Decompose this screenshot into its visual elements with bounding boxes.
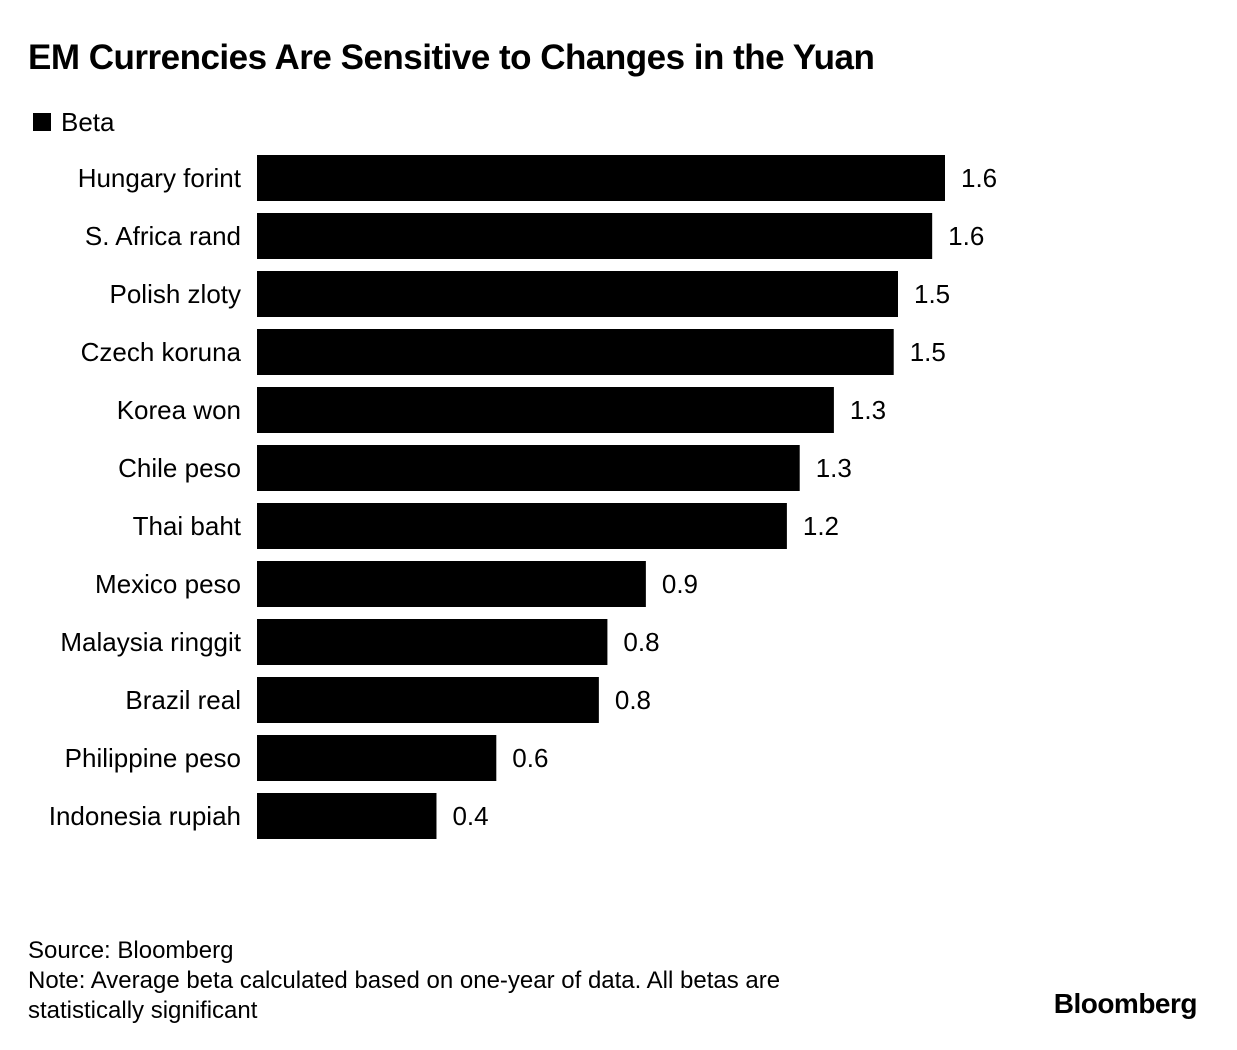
bar bbox=[257, 213, 933, 259]
value-label: 0.9 bbox=[662, 569, 698, 599]
category-label: Hungary forint bbox=[78, 163, 242, 193]
category-label: Brazil real bbox=[125, 685, 241, 715]
value-label: 1.6 bbox=[948, 221, 984, 251]
legend: Beta bbox=[33, 106, 115, 138]
value-label: 1.3 bbox=[816, 453, 852, 483]
bar bbox=[257, 445, 800, 491]
bar bbox=[257, 561, 646, 607]
value-label: 1.6 bbox=[961, 163, 997, 193]
bar bbox=[257, 503, 787, 549]
bar bbox=[257, 271, 898, 317]
footer: Source: Bloomberg Note: Average beta cal… bbox=[28, 936, 928, 1026]
bloomberg-logo: Bloomberg bbox=[1053, 988, 1198, 1019]
category-label: Czech koruna bbox=[81, 337, 242, 367]
bar bbox=[257, 155, 945, 201]
bar bbox=[257, 793, 437, 839]
category-label: Chile peso bbox=[118, 453, 241, 483]
value-label: 1.5 bbox=[914, 279, 950, 309]
legend-swatch bbox=[33, 113, 51, 131]
category-label: Polish zloty bbox=[110, 279, 242, 309]
bar bbox=[257, 387, 834, 433]
note-text-line-2: statistically significant bbox=[28, 997, 258, 1024]
bar-chart: Hungary forint 1.6 S. Africa rand 1.6 Polish… bbox=[49, 155, 997, 839]
value-label: 0.8 bbox=[623, 627, 659, 657]
bar bbox=[257, 735, 497, 781]
bar bbox=[257, 619, 608, 665]
value-label: 0.4 bbox=[452, 801, 488, 831]
category-label: Malaysia ringgit bbox=[60, 627, 241, 657]
category-label: Philippine peso bbox=[65, 743, 241, 773]
value-label: 1.2 bbox=[803, 511, 839, 541]
category-label: Korea won bbox=[117, 395, 241, 425]
value-label: 0.8 bbox=[615, 685, 651, 715]
value-label: 1.5 bbox=[910, 337, 946, 367]
note-text-line-1: Note: Average beta calculated based on o… bbox=[28, 967, 781, 994]
source-text: Source: Bloomberg bbox=[28, 937, 234, 964]
value-label: 1.3 bbox=[850, 395, 886, 425]
value-label: 0.6 bbox=[512, 743, 548, 773]
category-label: Thai baht bbox=[133, 511, 242, 541]
bar bbox=[257, 329, 894, 375]
bar bbox=[257, 677, 599, 723]
category-label: Indonesia rupiah bbox=[49, 801, 241, 831]
legend-label: Beta bbox=[61, 106, 115, 137]
category-label: Mexico peso bbox=[95, 569, 241, 599]
category-label: S. Africa rand bbox=[85, 221, 241, 251]
chart-title: EM Currencies Are Sensitive to Changes i… bbox=[28, 38, 875, 77]
